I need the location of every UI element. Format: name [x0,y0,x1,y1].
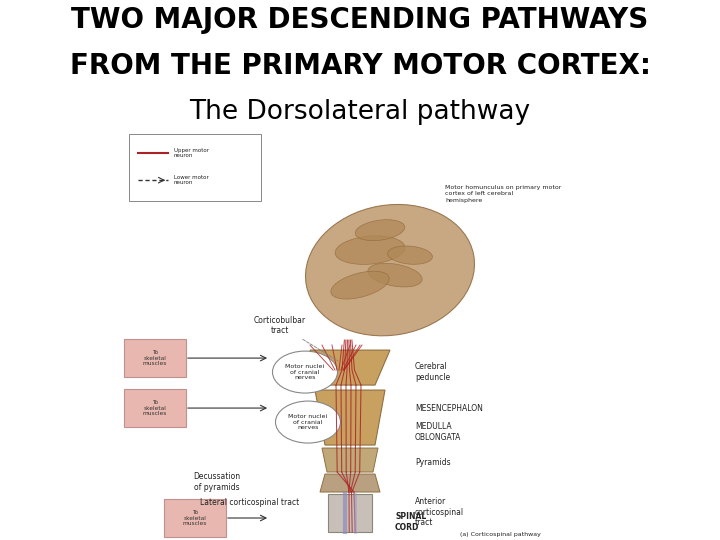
Text: TWO MAJOR DESCENDING PATHWAYS: TWO MAJOR DESCENDING PATHWAYS [71,6,649,34]
Ellipse shape [276,401,341,443]
Text: To
skeletal
muscles: To skeletal muscles [183,510,207,526]
Text: Decussation
of pyramids: Decussation of pyramids [193,472,240,492]
Text: Lower motor
neuron: Lower motor neuron [174,175,209,185]
Ellipse shape [368,264,422,287]
Polygon shape [310,350,390,385]
FancyBboxPatch shape [164,499,226,537]
Ellipse shape [305,205,474,336]
Text: MEDULLA
OBLONGATA: MEDULLA OBLONGATA [415,422,462,442]
Ellipse shape [355,220,405,241]
Polygon shape [315,390,385,445]
Polygon shape [322,448,378,472]
Text: MESENCEPHALON: MESENCEPHALON [415,403,483,413]
Text: Motor homunculus on primary motor
cortex of left cerebral
hemisphere: Motor homunculus on primary motor cortex… [445,185,562,202]
Text: To
skeletal
muscles: To skeletal muscles [143,350,167,366]
Text: Upper motor
neuron: Upper motor neuron [174,148,209,158]
Ellipse shape [272,351,338,393]
Polygon shape [320,474,380,492]
Text: Lateral corticospinal tract: Lateral corticospinal tract [200,497,300,507]
Text: Motor nuclei
of cranial
nerves: Motor nuclei of cranial nerves [289,414,328,430]
Ellipse shape [331,271,389,299]
Text: The Dorsolateral pathway: The Dorsolateral pathway [189,99,531,125]
FancyBboxPatch shape [129,134,261,201]
Text: FROM THE PRIMARY MOTOR CORTEX:: FROM THE PRIMARY MOTOR CORTEX: [70,52,650,80]
Text: Cerebral
peduncle: Cerebral peduncle [415,362,450,382]
Text: Corticobulbar
tract: Corticobulbar tract [254,316,338,361]
Text: Pyramids: Pyramids [415,457,451,467]
Ellipse shape [387,246,433,264]
FancyBboxPatch shape [124,339,186,377]
Text: SPINAL
CORD: SPINAL CORD [395,512,426,532]
Polygon shape [328,494,372,532]
Text: Anterior
corticospinal
tract: Anterior corticospinal tract [415,497,464,527]
FancyBboxPatch shape [124,389,186,427]
Text: To
skeletal
muscles: To skeletal muscles [143,400,167,416]
Ellipse shape [335,236,405,265]
Text: Motor nuclei
of cranial
nerves: Motor nuclei of cranial nerves [285,364,325,380]
Text: (a) Corticospinal pathway: (a) Corticospinal pathway [460,531,541,537]
